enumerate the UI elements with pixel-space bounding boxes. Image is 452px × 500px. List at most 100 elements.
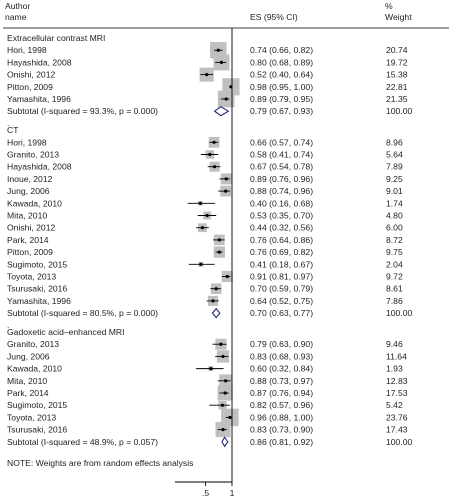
study-label: Onishi, 2012	[7, 223, 55, 233]
study-es-ci: 0.60 (0.32, 0.84)	[250, 364, 313, 374]
study-weight: 4.80	[386, 211, 403, 221]
subtotal-diamond	[221, 436, 229, 448]
study-es-ci: 0.88 (0.74, 0.96)	[250, 186, 313, 196]
study-es-ci: 0.40 (0.16, 0.68)	[250, 198, 313, 208]
study-es-ci: 0.89 (0.76, 0.96)	[250, 174, 313, 184]
study-es-ci: 0.76 (0.69, 0.82)	[250, 247, 313, 257]
point-estimate	[217, 250, 221, 254]
forest-rows: Extracellular contrast MRI Hori, 1998 0.74…	[7, 28, 413, 498]
study-label: Tsurusaki, 2016	[7, 284, 67, 294]
study-label: Sugimoto, 2015	[7, 400, 67, 410]
study-weight: 9.75	[386, 247, 403, 257]
study-es-ci: 0.96 (0.88, 1.00)	[250, 412, 313, 422]
group-separator-dot: .	[7, 118, 9, 128]
study-weight: 19.72	[386, 57, 408, 67]
point-estimate	[224, 97, 228, 101]
study-label: Tsurusaki, 2016	[7, 425, 67, 435]
study-label: Hayashida, 2008	[7, 57, 72, 67]
subtotal-es-ci: 0.79 (0.67, 0.93)	[250, 106, 313, 116]
study-es-ci: 0.80 (0.68, 0.89)	[250, 57, 313, 67]
point-estimate	[212, 165, 217, 169]
study-weight: 8.72	[386, 235, 403, 245]
study-weight: 23.76	[386, 412, 408, 422]
subtotal-label: Subtotal (I-squared = 93.3%, p = 0.000)	[7, 106, 158, 116]
point-estimate	[211, 299, 215, 303]
subtotal-es-ci: 0.70 (0.63, 0.77)	[250, 308, 313, 318]
study-es-ci: 0.91 (0.81, 0.97)	[250, 272, 313, 282]
study-label: Yamashita, 1996	[7, 94, 71, 104]
study-label: Granito, 2013	[7, 339, 59, 349]
point-estimate	[198, 201, 202, 205]
study-weight: 9.46	[386, 339, 403, 349]
study-weight: 15.38	[386, 70, 408, 80]
point-estimate	[223, 391, 227, 395]
group-separator-dot: .	[7, 320, 9, 330]
study-es-ci: 0.44 (0.32, 0.56)	[250, 223, 313, 233]
study-label: Toyota, 2013	[7, 412, 56, 422]
study-es-ci: 0.53 (0.35, 0.70)	[250, 211, 313, 221]
study-es-ci: 0.98 (0.95, 1.00)	[250, 82, 313, 92]
group-title: Extracellular contrast MRI	[7, 33, 105, 43]
point-estimate	[224, 189, 228, 193]
subtotal-label: Subtotal (I-squared = 80.5%, p = 0.000)	[7, 308, 158, 318]
study-es-ci: 0.70 (0.59, 0.79)	[250, 284, 313, 294]
point-estimate	[200, 226, 205, 230]
point-estimate	[205, 213, 209, 218]
study-weight: 17.53	[386, 388, 408, 398]
point-estimate	[219, 342, 223, 346]
point-estimate	[219, 60, 224, 64]
weights-note: NOTE: Weights are from random effects an…	[7, 458, 193, 468]
study-label: Yamashita, 1996	[7, 296, 71, 306]
study-weight: 1.74	[386, 198, 403, 208]
study-es-ci: 0.64 (0.52, 0.75)	[250, 296, 313, 306]
study-weight: 6.00	[386, 223, 403, 233]
point-estimate	[214, 287, 218, 291]
study-weight: 5.64	[386, 150, 403, 160]
study-label: Kawada, 2010	[7, 198, 62, 208]
header-percent: %	[385, 1, 393, 11]
study-label: Granito, 2013	[7, 150, 59, 160]
study-label: Hayashida, 2008	[7, 162, 72, 172]
subtotal-diamond	[211, 307, 221, 319]
subtotal-label: Subtotal (I-squared = 48.9%, p = 0.057)	[7, 437, 158, 447]
study-label: Park, 2014	[7, 388, 49, 398]
point-estimate	[220, 403, 225, 407]
point-estimate	[221, 354, 225, 359]
study-weight: 8.61	[386, 284, 403, 294]
point-estimate	[228, 415, 232, 420]
study-weight: 9.01	[386, 186, 403, 196]
study-label: Jung, 2006	[7, 186, 50, 196]
study-weight: 9.72	[386, 272, 403, 282]
study-weight: 7.86	[386, 296, 403, 306]
point-estimate	[209, 367, 213, 371]
x-tick-label: 1	[230, 488, 235, 498]
study-weight: 8.96	[386, 137, 403, 147]
point-estimate	[217, 238, 221, 242]
x-tick-label: .5	[202, 488, 209, 498]
study-es-ci: 0.74 (0.66, 0.82)	[250, 45, 313, 55]
study-es-ci: 0.83 (0.68, 0.93)	[250, 351, 313, 361]
study-es-ci: 0.41 (0.18, 0.67)	[250, 259, 313, 269]
study-label: Mita, 2010	[7, 376, 47, 386]
study-es-ci: 0.79 (0.63, 0.90)	[250, 339, 313, 349]
study-label: Sugimoto, 2015	[7, 259, 67, 269]
study-label: Toyota, 2013	[7, 272, 56, 282]
study-label: Jung, 2006	[7, 351, 50, 361]
study-es-ci: 0.67 (0.54, 0.78)	[250, 162, 313, 172]
study-weight: 21.35	[386, 94, 408, 104]
point-estimate	[221, 428, 225, 432]
study-es-ci: 0.76 (0.64, 0.86)	[250, 235, 313, 245]
study-label: Kawada, 2010	[7, 364, 62, 374]
study-es-ci: 0.82 (0.57, 0.96)	[250, 400, 313, 410]
point-estimate	[212, 140, 216, 144]
study-es-ci: 0.89 (0.79, 0.95)	[250, 94, 313, 104]
group-title: Gadoxetic acid–enhanced MRI	[7, 327, 125, 337]
point-estimate	[208, 152, 212, 157]
study-weight: 12.83	[386, 376, 408, 386]
study-es-ci: 0.58 (0.41, 0.74)	[250, 150, 313, 160]
subtotal-weight: 100.00	[386, 308, 413, 318]
study-weight: 5.42	[386, 400, 403, 410]
study-label: Hori, 1998	[7, 137, 47, 147]
subtotal-weight: 100.00	[386, 106, 413, 116]
